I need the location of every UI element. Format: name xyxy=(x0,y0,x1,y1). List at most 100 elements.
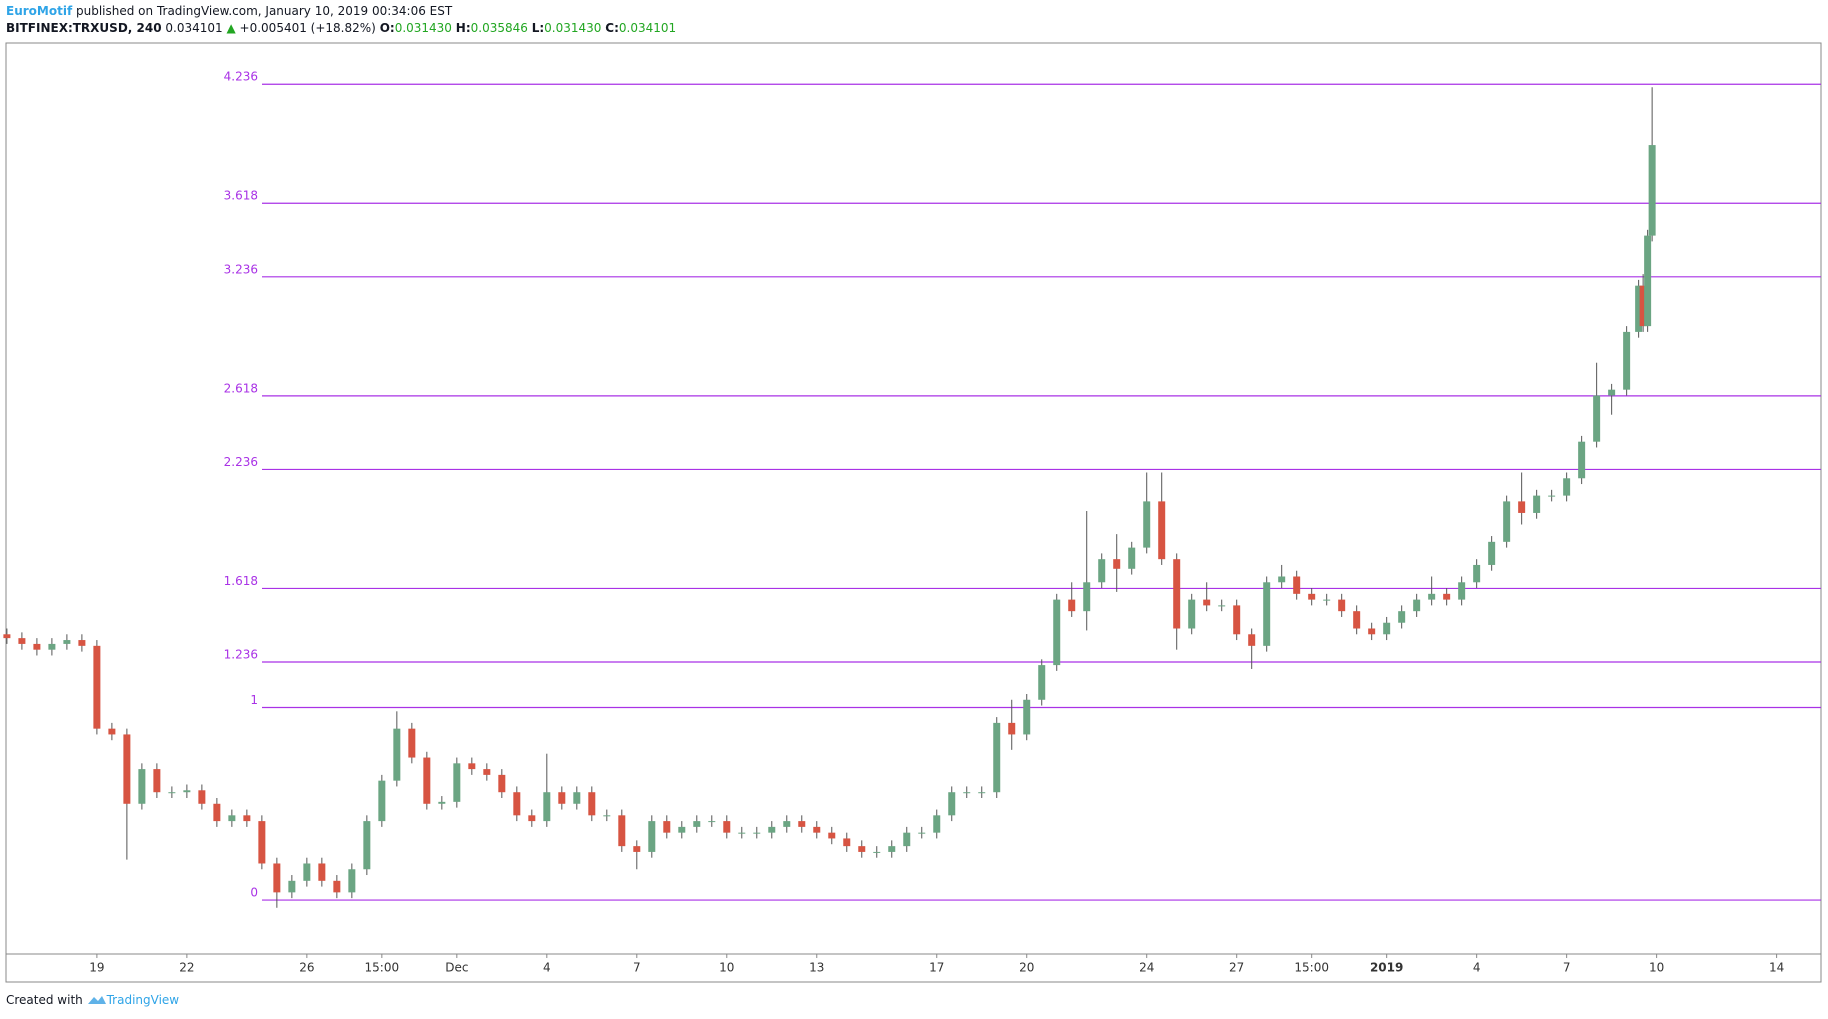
x-tick-label: 17 xyxy=(929,961,944,975)
publish-info: published on TradingView.com, January 10… xyxy=(76,4,453,18)
x-tick-label: 13 xyxy=(809,961,824,975)
chart-frame xyxy=(5,42,1822,983)
author-link[interactable]: EuroMotif xyxy=(6,4,73,18)
candle-body xyxy=(348,869,356,893)
candle-body xyxy=(1068,599,1076,612)
candle-body xyxy=(1248,634,1256,646)
candle-body xyxy=(948,792,956,816)
candle-body xyxy=(363,821,371,870)
candle-body xyxy=(3,634,11,639)
candle-body xyxy=(1608,389,1616,396)
ohlc-value: 0.031430 xyxy=(394,21,452,35)
ohlc-value: 0.034101 xyxy=(618,21,677,35)
candle-body xyxy=(1353,611,1361,629)
candle-body xyxy=(213,803,221,822)
candle-body xyxy=(1413,599,1421,612)
candle-body xyxy=(393,728,401,781)
candle-body xyxy=(513,792,521,816)
candle-body xyxy=(918,832,926,834)
candle-body xyxy=(1518,501,1526,513)
candle-body xyxy=(1398,611,1406,623)
candle-body xyxy=(1143,501,1151,548)
fib-label: 2.618 xyxy=(224,381,258,395)
candle-body xyxy=(693,821,701,827)
x-tick-label: 24 xyxy=(1139,961,1154,975)
candle-body xyxy=(1488,541,1496,565)
change: +0.005401 (+18.82%) xyxy=(239,21,376,35)
candle-body xyxy=(978,792,986,794)
symbol-line: BITFINEX:TRXUSD, 240 0.034101 ▲ +0.00540… xyxy=(6,21,676,35)
candle-body xyxy=(1648,145,1656,236)
candle-body xyxy=(723,821,731,833)
x-tick-label: 14 xyxy=(1769,961,1784,975)
candle-body xyxy=(123,734,131,804)
candle-body xyxy=(168,792,176,794)
candle-body xyxy=(618,815,626,847)
fib-label: 4.236 xyxy=(224,70,258,84)
x-tick-label: 4 xyxy=(1473,961,1481,975)
candle-body xyxy=(1503,501,1511,542)
candle-body xyxy=(858,846,866,852)
candle-body xyxy=(1038,665,1046,700)
fib-label: 2.236 xyxy=(224,455,258,469)
candle-body xyxy=(873,851,881,853)
candle-body xyxy=(1128,547,1136,569)
x-tick-label: 20 xyxy=(1019,961,1034,975)
candle-body xyxy=(603,815,611,817)
fib-label: 1.618 xyxy=(224,574,258,588)
candle-body xyxy=(1593,395,1601,442)
x-tick-label: 10 xyxy=(719,961,734,975)
x-tick-label: 15:00 xyxy=(1294,961,1329,975)
candle-body xyxy=(1098,559,1106,583)
candle-body xyxy=(543,792,551,822)
candle-body xyxy=(528,815,536,822)
candle-body xyxy=(243,815,251,822)
candle-body xyxy=(153,769,161,793)
candle-body xyxy=(1563,478,1571,496)
x-tick-label: 7 xyxy=(1563,961,1571,975)
candle-body xyxy=(1173,559,1181,629)
candle-body xyxy=(1113,559,1121,569)
brand-logo xyxy=(87,996,106,1004)
candle-body xyxy=(678,826,686,833)
candle-body xyxy=(78,640,86,646)
footer: Created with TradingView xyxy=(6,992,179,1007)
candle-body xyxy=(453,763,461,802)
candle-body xyxy=(1338,599,1346,612)
ohlc-label: H: xyxy=(455,21,471,35)
candle-body xyxy=(783,821,791,827)
candle-body xyxy=(1293,576,1301,594)
candle-body xyxy=(888,846,896,852)
candle-body xyxy=(1623,331,1631,390)
candle-body xyxy=(1083,582,1091,612)
fib-label: 1 xyxy=(250,693,258,707)
candle-body xyxy=(183,790,191,793)
candle-body xyxy=(753,832,761,834)
candle-body xyxy=(843,838,851,847)
fib-label: 3.236 xyxy=(224,262,258,276)
fib-label: 0 xyxy=(250,886,258,900)
candle-body xyxy=(1203,599,1211,606)
x-tick-label: 10 xyxy=(1649,961,1664,975)
brand-link[interactable]: TradingView xyxy=(106,993,180,1007)
candle-body xyxy=(573,792,581,804)
candle-body xyxy=(663,821,671,833)
candle-body xyxy=(633,846,641,852)
x-tick-label: 22 xyxy=(179,961,194,975)
ohlc-value: 0.035846 xyxy=(470,21,528,35)
candle-body xyxy=(993,722,1001,793)
ohlc-label: O: xyxy=(379,21,395,35)
x-tick-label: 4 xyxy=(543,961,551,975)
candle-body xyxy=(1639,285,1647,327)
candle-body xyxy=(1053,599,1061,666)
candle-body xyxy=(138,769,146,804)
candle-body xyxy=(1578,441,1586,479)
candle-body xyxy=(933,815,941,833)
symbol: BITFINEX:TRXUSD, 240 xyxy=(6,21,162,35)
candle-body xyxy=(33,643,41,650)
arrow: ▲ xyxy=(226,21,236,35)
candle-body xyxy=(588,792,596,816)
x-tick-label: Dec xyxy=(445,961,468,975)
